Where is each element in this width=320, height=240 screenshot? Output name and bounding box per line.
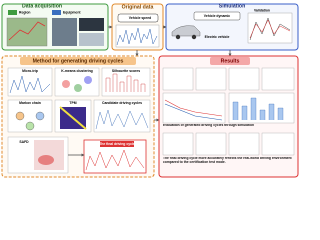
result-panel [195, 132, 227, 156]
method-banner [20, 57, 136, 65]
equipment-photo [52, 18, 77, 46]
vehicle-icon [171, 25, 201, 37]
step-label: SAFD [19, 140, 29, 144]
speed-trace [116, 27, 158, 46]
step-label: Silhouette scores [112, 69, 140, 73]
validation-label: Validation [254, 8, 270, 12]
result-panel [162, 67, 194, 91]
result-panel [162, 132, 194, 156]
speed-label: Vehicle speed [129, 16, 151, 20]
evaluation-note: Evaluation of generated driving cycles t… [163, 124, 255, 127]
result-panel [195, 67, 227, 91]
result-panel [228, 67, 260, 91]
cluster [84, 76, 92, 84]
speed-pill [117, 13, 159, 23]
result-panel [162, 92, 226, 124]
validation-trace [249, 17, 291, 41]
wheel [175, 34, 181, 40]
diagram: Data acquisition Region Equipment Origin… [1, 3, 299, 178]
speed-plot [115, 24, 160, 48]
map-route [8, 21, 46, 41]
wheel [191, 34, 197, 40]
final-cycle-trace [85, 149, 145, 171]
results-banner [210, 57, 250, 65]
electric-vehicle-label: Electric vehicle [205, 35, 230, 39]
silhouette-bars [105, 73, 146, 92]
equipment-icon [52, 10, 61, 15]
result-trace [164, 103, 223, 121]
cluster [62, 80, 70, 88]
result-bars [232, 97, 284, 120]
original-title: Original data [122, 4, 154, 10]
region-map [6, 17, 48, 47]
final-cycle-banner [100, 141, 134, 147]
equipment-photo [79, 18, 104, 31]
vehicle-dynamic-label: Vehicle dynamic [204, 14, 230, 18]
step-label: Candidate driving cycles [102, 101, 142, 105]
cluster [74, 84, 82, 92]
result-trace [164, 99, 223, 117]
safd-map [34, 140, 64, 170]
result-panel [261, 67, 295, 91]
step-label: TPM [69, 101, 76, 105]
state [35, 111, 45, 121]
vehicle-dynamic-box [193, 11, 241, 21]
step-label: K-means clustering [61, 69, 92, 73]
acquisition-title: Data acquisition [22, 3, 62, 9]
conclusion-note: The final driving cycle more accurately … [163, 157, 292, 164]
equipment-photo [79, 33, 104, 46]
step-panel [7, 67, 53, 97]
validation-plot [247, 12, 293, 44]
note-frame: Evaluation of generated driving cycles t… [163, 124, 255, 127]
state [25, 121, 35, 131]
result-panel [228, 132, 260, 156]
state [15, 111, 25, 121]
results-title: Results [221, 58, 240, 64]
step-label: The final driving cycle [99, 142, 135, 146]
note-frame: The final driving cycle more accurately … [163, 157, 292, 164]
region-label: Region [19, 10, 31, 14]
step-label: Markov chain [19, 101, 41, 105]
micro-trip-trace [9, 75, 51, 94]
candidate-trace [95, 109, 149, 130]
step-label: Micro-trip [22, 69, 38, 73]
validation-trace [249, 19, 291, 39]
tpm-diagonal [59, 106, 87, 130]
safd-blob [38, 155, 54, 165]
method-title: Method for generating driving cycles [33, 58, 124, 64]
equipment-label: Equipment [63, 10, 81, 14]
result-panel [261, 132, 295, 156]
region-icon [8, 10, 17, 15]
simulation-title: Simulation [219, 3, 246, 9]
